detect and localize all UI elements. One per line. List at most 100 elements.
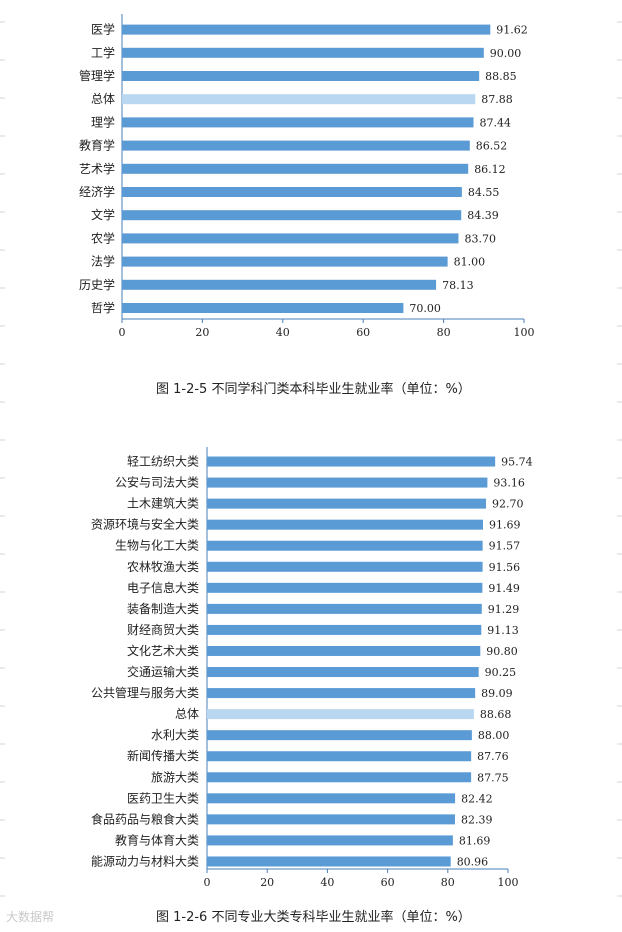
chart2-bar — [207, 751, 472, 762]
chart1-value-label: 91.62 — [496, 24, 527, 37]
chart2-bar — [207, 856, 451, 867]
chart2-bar — [207, 456, 496, 467]
chart2-category-label: 资源环境与安全大类 — [91, 517, 199, 532]
chart1-bar — [122, 117, 474, 128]
chart2-x-tick-label: 80 — [441, 876, 455, 889]
chart1-bar — [122, 94, 476, 105]
chart2-category-label: 旅游大类 — [151, 770, 199, 784]
chart2-value-label: 87.76 — [477, 750, 509, 763]
chart2-bar — [207, 645, 481, 656]
chart1-bar — [122, 24, 491, 35]
chart2-category-label: 财经商贸大类 — [127, 622, 199, 637]
chart1-value-label: 84.39 — [467, 209, 499, 222]
chart2-value-label: 91.69 — [489, 519, 521, 532]
chart1-x-tick-label: 40 — [276, 326, 290, 339]
chart2-value-label: 93.16 — [493, 477, 525, 490]
chart1-category-label: 经济学 — [79, 184, 115, 199]
chart2-bar — [207, 793, 456, 804]
chart1-value-label: 90.00 — [490, 47, 522, 60]
chart1-value-label: 88.85 — [485, 70, 517, 83]
chart1-bar — [122, 210, 462, 221]
chart2-value-label: 82.39 — [461, 813, 493, 826]
chart2-category-label: 公安与司法大类 — [115, 475, 199, 490]
chart2-x-tick-label: 60 — [381, 876, 395, 889]
chart2-category-label: 交通运输大类 — [127, 664, 199, 679]
chart2-value-label: 91.57 — [489, 540, 521, 553]
chart2-value-label: 89.09 — [481, 687, 513, 700]
chart1-category-label: 医学 — [91, 22, 115, 37]
chart1-category-label: 历史学 — [79, 277, 115, 292]
chart1-x-tick-label: 80 — [437, 326, 451, 339]
chart2-x-tick-label: 40 — [320, 876, 334, 889]
chart2-bar — [207, 582, 483, 593]
chart2-bar — [207, 667, 479, 678]
chart1-bar — [122, 233, 459, 244]
chart-1-caption: 图 1-2-5 不同学科门类本科毕业生就业率（单位：%） — [156, 382, 471, 397]
chart1-value-label: 86.52 — [476, 140, 508, 153]
chart2-bar — [207, 498, 487, 509]
chart2-bar — [207, 624, 482, 635]
chart1-bar — [122, 140, 470, 151]
chart2-category-label: 土木建筑大类 — [127, 496, 199, 511]
chart2-bar — [207, 772, 472, 783]
chart2-category-label: 医药卫生大类 — [127, 791, 199, 805]
chart1-bar — [122, 163, 469, 174]
chart2-bar — [207, 477, 488, 488]
chart1-bar — [122, 71, 480, 81]
chart2-bar — [207, 814, 455, 825]
chart2-value-label: 91.29 — [488, 603, 520, 616]
chart2-bar — [207, 709, 474, 720]
chart2-value-label: 81.69 — [459, 834, 491, 847]
chart1-bar — [122, 279, 437, 290]
chart2-value-label: 91.13 — [487, 624, 518, 637]
chart2-value-label: 88.00 — [478, 729, 510, 742]
chart1-category-label: 艺术学 — [79, 161, 115, 176]
chart1-bar — [122, 256, 448, 267]
chart1-x-tick-label: 60 — [356, 326, 370, 339]
chart1-bar — [122, 303, 404, 313]
chart1-value-label: 78.13 — [442, 279, 474, 292]
watermark-logo: 大数据帮 — [6, 910, 55, 924]
chart2-x-tick-label: 0 — [204, 876, 211, 889]
chart1-value-label: 87.44 — [480, 116, 512, 129]
chart-2-caption: 图 1-2-6 不同专业大类专科毕业生就业率（单位：%） — [156, 910, 471, 925]
chart2-category-label: 公共管理与服务大类 — [91, 685, 199, 700]
chart2-category-label: 食品药品与粮食大类 — [91, 811, 199, 826]
chart2-x-tick-label: 100 — [498, 876, 519, 889]
chart2-category-label: 教育与体育大类 — [115, 832, 199, 847]
chart1-category-label: 管理学 — [79, 68, 115, 83]
chart1-category-label: 法学 — [91, 254, 115, 269]
chart1-x-tick-label: 100 — [514, 326, 535, 339]
chart2-value-label: 95.74 — [501, 456, 532, 469]
chart1-value-label: 84.55 — [468, 186, 500, 199]
chart2-bar — [207, 603, 482, 614]
chart1-value-label: 86.12 — [474, 163, 506, 176]
chart2-value-label: 91.56 — [489, 561, 520, 574]
chart2-bar — [207, 730, 472, 741]
chart1-category-label: 文学 — [91, 207, 115, 222]
chart2-bar — [207, 688, 476, 699]
chart1-category-label: 哲学 — [91, 300, 115, 315]
chart2-category-label: 电子信息大类 — [127, 580, 199, 595]
chart1-category-label: 总体 — [91, 92, 115, 106]
chart2-bar — [207, 519, 483, 530]
chart2-category-label: 文化艺术大类 — [127, 643, 199, 658]
chart2-bar — [207, 835, 453, 846]
chart2-value-label: 80.96 — [457, 855, 489, 868]
chart2-value-label: 87.75 — [477, 771, 509, 784]
chart2-x-tick-label: 20 — [260, 876, 274, 889]
chart1-category-label: 理学 — [91, 114, 115, 129]
chart2-bar — [207, 540, 483, 551]
chart2-value-label: 91.49 — [488, 582, 520, 595]
chart2-bar — [207, 561, 483, 572]
chart1-bar — [122, 47, 484, 58]
chart2-category-label: 能源动力与材料大类 — [91, 854, 199, 868]
chart2-category-label: 农林牧渔大类 — [127, 560, 199, 574]
chart1-value-label: 83.70 — [464, 232, 496, 245]
chart2-category-label: 水利大类 — [151, 728, 199, 742]
chart2-value-label: 90.80 — [486, 645, 517, 658]
chart1-value-label: 70.00 — [409, 302, 441, 315]
chart1-category-label: 教育学 — [79, 138, 115, 153]
